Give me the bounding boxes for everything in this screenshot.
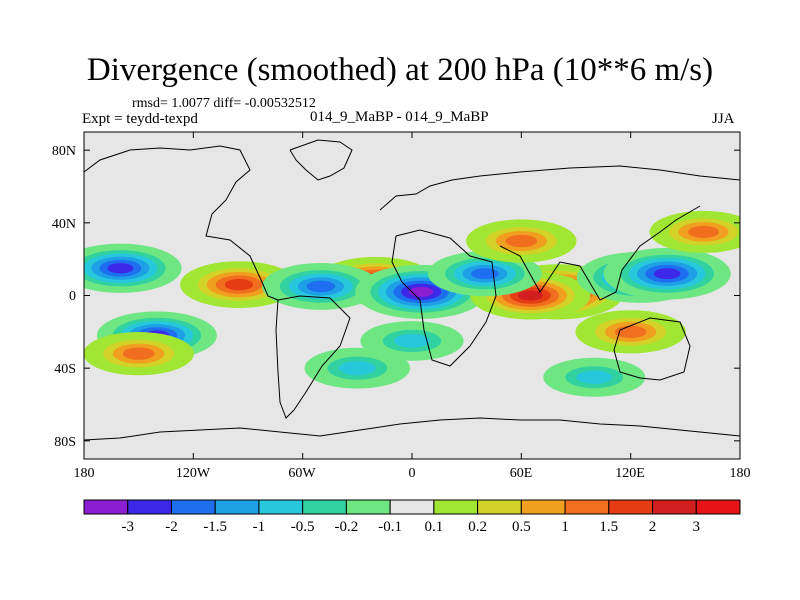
field-contour-8-6 <box>517 290 544 301</box>
coastline-north-america <box>84 145 279 301</box>
colorbar-label: 1.5 <box>599 519 619 535</box>
colorbar-swatch-1 <box>127 499 172 515</box>
field-contour-13-4 <box>688 225 719 238</box>
colorbar-swatch-13 <box>652 499 697 515</box>
field-contour-17-3 <box>576 370 612 385</box>
lat-label-80n: 80N <box>51 144 76 159</box>
field-contour-3-5 <box>224 278 254 291</box>
colorbar-swatch-6 <box>345 499 391 515</box>
lon-label-180e: 180 <box>729 466 751 481</box>
coastline-south-america <box>275 295 351 419</box>
colorbar-label: 3 <box>692 519 701 535</box>
coastline-greenland <box>289 139 353 181</box>
colorbar-label: -1 <box>252 519 266 535</box>
colorbar-swatch-0 <box>83 499 129 515</box>
colorbar-label: -1.5 <box>203 519 228 535</box>
stats-line: rmsd= 1.0077 diff= -0.00532512 <box>132 96 316 111</box>
lon-label-60w: 60W <box>288 466 316 481</box>
colorbar-swatch-12 <box>608 499 654 515</box>
colorbar-swatch-2 <box>170 499 216 515</box>
colorbar-label: 0.1 <box>424 519 444 535</box>
field-contour-16-3 <box>394 334 430 348</box>
field-contour-10-6 <box>653 268 681 280</box>
lon-label-0: 0 <box>408 466 416 481</box>
colorbar-label: -2 <box>165 519 178 535</box>
colorbar-swatch-5 <box>302 499 347 515</box>
colorbar-swatch-9 <box>477 499 522 515</box>
coastline-eurasia <box>379 165 740 211</box>
field-contour-14-3 <box>338 361 376 376</box>
colorbar-swatch-3 <box>214 499 260 515</box>
field-contour-5-5 <box>306 280 336 293</box>
coastline-south-asia <box>499 205 701 301</box>
field-contour-15-4 <box>505 234 538 248</box>
season-label: JJA <box>712 111 735 127</box>
lon-label-60e: 60E <box>509 466 533 481</box>
lon-label-180w: 180 <box>73 466 95 481</box>
colorbar-label: -0.5 <box>290 519 315 535</box>
figure-title: Divergence (smoothed) at 200 hPa (10**6 … <box>86 52 714 88</box>
lat-label-40s: 40S <box>54 362 76 377</box>
axis-ticks <box>83 132 741 459</box>
coastline-africa <box>391 229 497 367</box>
colorbar <box>83 499 741 515</box>
lat-label-40n: 40N <box>51 217 76 232</box>
colorbar-label: 0.2 <box>468 519 487 535</box>
colorbar-label: 0.5 <box>511 519 531 535</box>
lon-label-120e: 120E <box>615 466 645 481</box>
divergence-field <box>84 210 740 397</box>
colorbar-label: -0.2 <box>334 519 359 535</box>
field-contour-0-6 <box>107 263 134 274</box>
colorbar-label: 1 <box>561 519 569 535</box>
lon-label-120w: 120W <box>175 466 211 481</box>
colorbar-swatch-11 <box>564 499 610 515</box>
field-contour-11-5 <box>471 268 499 280</box>
experiment-label: Expt = teydd-texpd <box>82 111 198 127</box>
colorbar-swatch-8 <box>433 499 479 515</box>
lat-label-0: 0 <box>69 289 76 304</box>
coastlines <box>84 139 740 441</box>
colorbar-label: -3 <box>121 519 134 535</box>
coastline-antarctica <box>84 417 740 441</box>
field-contour-2-4 <box>122 347 155 360</box>
map-panel <box>83 131 741 460</box>
colorbar-label: -0.1 <box>378 519 402 535</box>
colorbar-swatch-4 <box>258 499 304 515</box>
colorbar-swatch-10 <box>520 499 566 515</box>
lat-label-80s: 80S <box>54 435 76 450</box>
colorbar-swatch-14 <box>695 499 741 515</box>
colorbar-swatch-7 <box>389 499 435 515</box>
colorbar-label: 2 <box>648 519 657 535</box>
runs-label: 014_9_MaBP - 014_9_MaBP <box>310 109 489 125</box>
coastline-australia <box>613 317 691 381</box>
